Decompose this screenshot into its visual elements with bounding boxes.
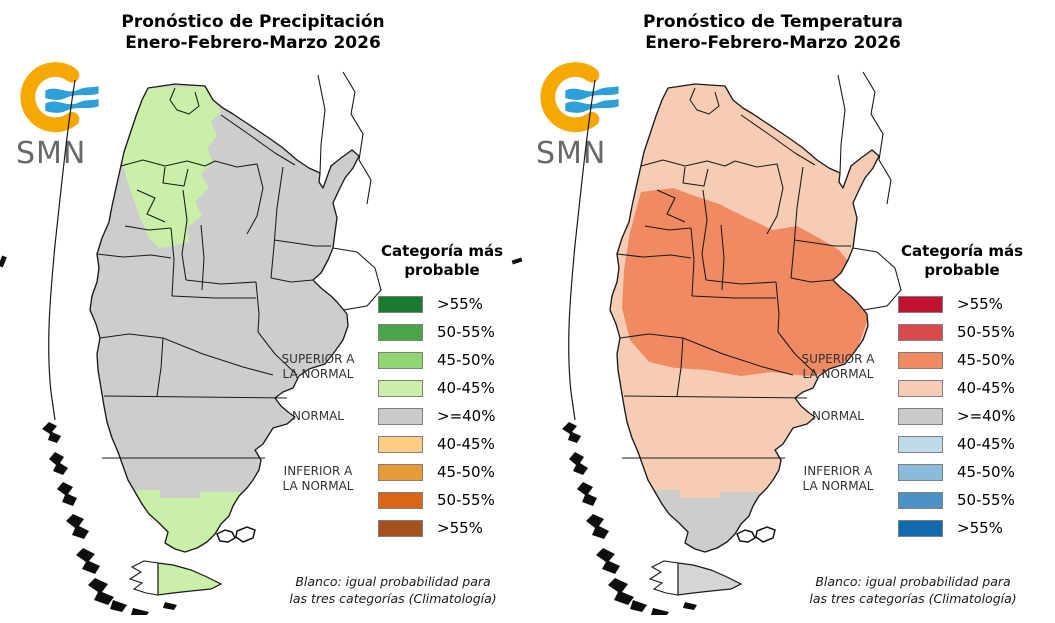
legend-row: 40-45% — [898, 435, 1048, 453]
smn-logo: SMN — [534, 62, 630, 171]
legend-row-label: 50-55% — [437, 323, 495, 341]
legend-group-below-normal: INFERIOR A LA NORMAL — [282, 464, 354, 493]
legend-row-label: 40-45% — [957, 379, 1015, 397]
legend-row-label: >55% — [957, 519, 1003, 537]
legend-header-line2: probable — [924, 261, 1000, 279]
legend-swatch — [898, 491, 943, 509]
legend-header-line1: Categoría más — [900, 242, 1024, 260]
legend-row: >55% — [378, 295, 528, 313]
smn-logo-text: SMN — [536, 136, 607, 171]
legend-row: 50-55% — [898, 491, 1048, 509]
legend-row: 45-50% — [378, 351, 528, 369]
legend-swatch — [378, 407, 423, 425]
legend-row: >=40% — [898, 407, 1048, 425]
temperature-panel: Pronóstico de Temperatura Enero-Febrero-… — [520, 0, 1055, 623]
legend-swatch — [378, 323, 423, 341]
legend-row: 50-55% — [378, 491, 528, 509]
legend-row: >55% — [898, 519, 1048, 537]
legend-row: 40-45% — [378, 435, 528, 453]
legend-row-label: >55% — [437, 295, 483, 313]
legend-row: 45-50% — [378, 463, 528, 481]
title-line1: Pronóstico de Temperatura — [643, 12, 903, 32]
temperature-legend-rows: >55% 50-55% 45-50% 40-45% >=40% 40-45% 45-50% 5… — [898, 295, 1048, 547]
legend-group-above-normal: SUPERIOR A LA NORMAL — [801, 352, 875, 381]
legend-row: >55% — [378, 519, 528, 537]
temperature-footnote: Blanco: igual probabilidad para las tres… — [809, 574, 1017, 606]
legend-row: >55% — [898, 295, 1048, 313]
legend-row-label: 45-50% — [437, 351, 495, 369]
legend-row-label: >=40% — [437, 407, 496, 425]
title-line2: Enero-Febrero-Marzo 2026 — [125, 33, 381, 53]
legend-swatch — [378, 435, 423, 453]
legend-row: 45-50% — [898, 351, 1048, 369]
precipitation-legend-rows: >55% 50-55% 45-50% 40-45% >=40% 40-45% 45-50% 5… — [378, 295, 528, 547]
legend-header-line1: Categoría más — [380, 242, 504, 260]
legend-swatch — [898, 519, 943, 537]
legend-swatch — [898, 435, 943, 453]
smn-logo-icon — [540, 62, 619, 133]
legend-row-label: 50-55% — [957, 491, 1015, 509]
legend-group-below-normal: INFERIOR A LA NORMAL — [802, 464, 874, 493]
title-line2: Enero-Febrero-Marzo 2026 — [645, 33, 901, 53]
legend-group-normal: NORMAL — [291, 409, 344, 423]
legend-swatch — [898, 295, 943, 313]
legend-header-line2: probable — [404, 261, 480, 279]
legend-swatch — [898, 463, 943, 481]
precipitation-panel: Pronóstico de Precipitación Enero-Febrer… — [14, 12, 532, 615]
legend-row-label: 50-55% — [437, 491, 495, 509]
legend-group-normal: NORMAL — [811, 409, 864, 423]
smn-logo-icon — [20, 62, 99, 133]
legend-swatch — [378, 519, 423, 537]
legend-row: 40-45% — [898, 379, 1048, 397]
legend-swatch — [378, 295, 423, 313]
legend-row-label: >55% — [957, 295, 1003, 313]
legend-row-label: >55% — [437, 519, 483, 537]
legend-row-label: 40-45% — [437, 435, 495, 453]
title-line1: Pronóstico de Precipitación — [121, 12, 385, 32]
legend-row-label: 50-55% — [957, 323, 1015, 341]
legend-row-label: 45-50% — [957, 463, 1015, 481]
legend-row-label: 45-50% — [957, 351, 1015, 369]
legend-header: Categoría más probable — [872, 242, 1052, 280]
temperature-map — [562, 71, 902, 615]
legend-row: 40-45% — [378, 379, 528, 397]
legend-swatch — [378, 379, 423, 397]
legend-swatch — [898, 379, 943, 397]
legend-row: 50-55% — [898, 323, 1048, 341]
legend-row-label: 40-45% — [957, 435, 1015, 453]
legend-group-above-normal: SUPERIOR A LA NORMAL — [281, 352, 355, 381]
smn-logo-text: SMN — [16, 136, 87, 171]
legend-row-label: >=40% — [957, 407, 1016, 425]
legend-header: Categoría más probable — [352, 242, 532, 280]
legend-swatch — [378, 351, 423, 369]
legend-row-label: 45-50% — [437, 463, 495, 481]
legend-row: 50-55% — [378, 323, 528, 341]
legend-row: 45-50% — [898, 463, 1048, 481]
legend-swatch — [898, 407, 943, 425]
legend-row: >=40% — [378, 407, 528, 425]
smn-logo: SMN — [14, 62, 110, 171]
temperature-title: Pronóstico de Temperatura Enero-Febrero-… — [608, 12, 938, 54]
legend-swatch — [898, 351, 943, 369]
precipitation-footnote: Blanco: igual probabilidad para las tres… — [289, 574, 497, 606]
precipitation-map — [42, 71, 382, 615]
legend-row-label: 40-45% — [437, 379, 495, 397]
precipitation-title: Pronóstico de Precipitación Enero-Febrer… — [88, 12, 418, 54]
legend-swatch — [898, 323, 943, 341]
legend-swatch — [378, 463, 423, 481]
legend-swatch — [378, 491, 423, 509]
